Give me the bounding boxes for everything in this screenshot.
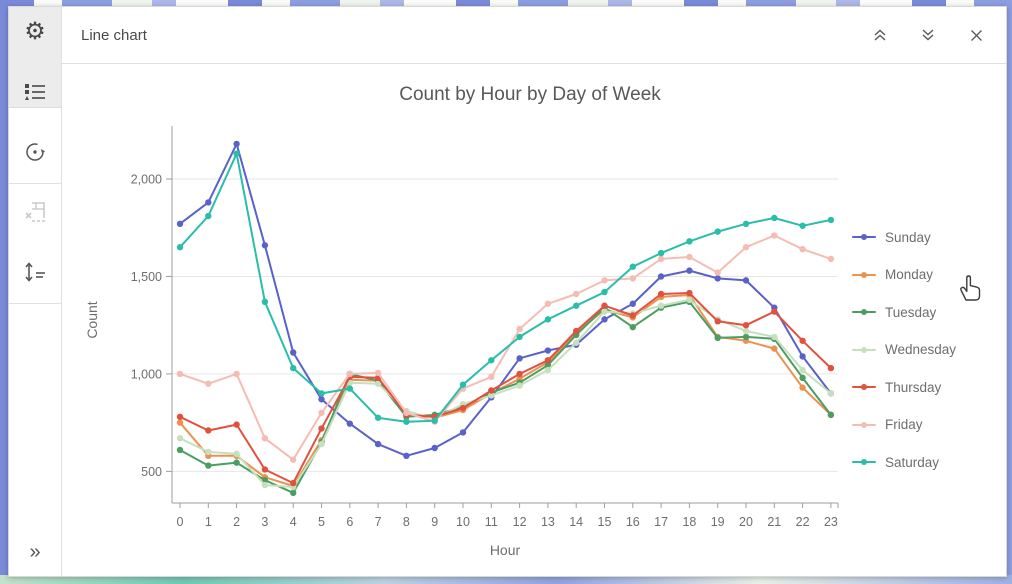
legend-list-icon [25,84,45,100]
side-toolbar: ⚙ [9,7,62,576]
expand-panel-icon: » [29,540,41,563]
legend-swatch-saturday [852,458,876,466]
toolbar-divider [9,303,61,304]
legend-swatch-tuesday [852,308,876,316]
toolbar-active-section [9,7,61,108]
expand-panel-button[interactable]: » [16,533,54,571]
close-button[interactable] [952,13,1000,57]
legend-swatch-monday [852,271,876,279]
legend-item-friday[interactable]: Friday [852,414,956,436]
legend-item-thursday[interactable]: Thursday [852,376,956,398]
history-icon [26,143,46,161]
y-axis-title: Count [84,301,100,339]
expand-down-button[interactable] [904,13,952,57]
panel-title: Line chart [81,26,147,44]
close-icon [970,29,982,41]
legend-list-button[interactable] [16,73,54,111]
collapse-up-icon [874,29,886,41]
chart-legend: Sunday Monday Tuesday Wednesday Thursday Frid… [852,226,956,473]
legend-item-sunday[interactable]: Sunday [852,226,956,248]
legend-swatch-thursday [852,383,876,391]
history-button[interactable] [16,133,54,171]
collapse-up-button[interactable] [856,13,904,57]
legend-label: Tuesday [885,304,937,320]
legend-label: Monday [885,267,934,282]
x-axis-title: Hour [489,542,521,558]
sort-icon [25,262,45,282]
legend-label: Sunday [885,229,931,245]
legend-label: Wednesday [885,342,957,357]
legend-swatch-wednesday [852,346,876,354]
toolbar-divider [9,183,61,184]
export-table-icon [25,202,45,222]
legend-label: Friday [885,417,923,432]
expand-down-icon [922,29,934,41]
legend-item-monday[interactable]: Monday [852,264,956,286]
sort-button[interactable] [16,253,54,291]
legend-label: Saturday [885,454,940,470]
panel-header: Line chart [61,7,1006,64]
legend-swatch-sunday [852,233,876,241]
settings-button[interactable]: ⚙ [16,13,54,51]
legend-item-wednesday[interactable]: Wednesday [852,339,956,361]
chart-title: Count by Hour by Day of Week [399,84,661,105]
legend-swatch-friday [852,421,876,429]
legend-label: Thursday [885,379,942,395]
legend-item-saturday[interactable]: Saturday [852,451,956,473]
gear-icon: ⚙ [24,18,46,45]
header-actions [856,7,1000,63]
export-table-button [16,193,54,231]
legend-item-tuesday[interactable]: Tuesday [852,301,956,323]
map-background-bottom [0,575,1012,584]
